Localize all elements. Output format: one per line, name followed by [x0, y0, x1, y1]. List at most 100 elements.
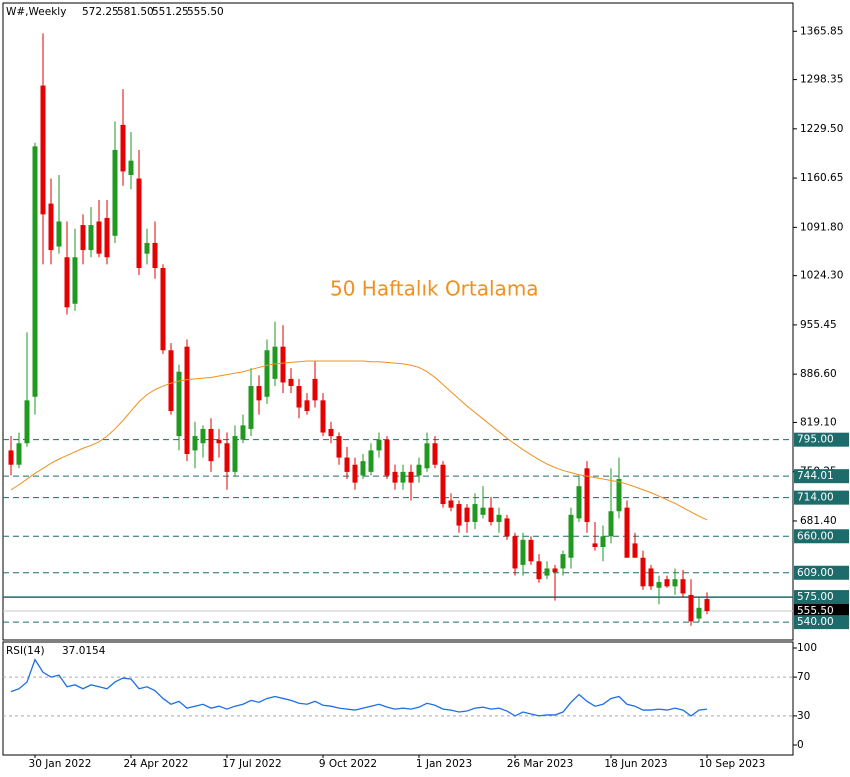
candle-body: [704, 599, 710, 612]
candle-body: [40, 85, 46, 215]
candle-body: [8, 450, 14, 465]
candle-body: [56, 221, 62, 247]
candle-body: [168, 350, 174, 412]
candle-body: [152, 242, 158, 268]
moving-average: [10, 360, 708, 521]
candle-body: [232, 436, 238, 472]
candle-body: [392, 471, 398, 483]
ohlc-low: 551.25: [152, 6, 189, 18]
candle-body: [160, 267, 166, 351]
candle-body: [688, 594, 694, 622]
rsi-name: RSI(14): [6, 645, 45, 657]
level-label-box: [794, 590, 849, 605]
candle-body: [568, 514, 574, 558]
level-label-box: [794, 604, 849, 619]
candle-body: [648, 568, 654, 587]
candle-body: [432, 443, 438, 465]
y-tick-label: 1365.85: [800, 25, 843, 37]
candle-body: [88, 225, 94, 251]
candle-body: [216, 439, 222, 444]
candle-body: [416, 464, 422, 476]
candle-body: [672, 579, 678, 587]
candle-body: [312, 378, 318, 401]
candle-body: [440, 464, 446, 505]
candle-body: [464, 507, 470, 522]
candle-body: [104, 217, 110, 258]
candle-body: [352, 464, 358, 483]
candle-body: [424, 443, 430, 469]
y-tick-label: 1229.50: [800, 123, 843, 135]
candle-body: [376, 439, 382, 451]
price-pane: [2, 2, 794, 641]
candle-body: [520, 539, 526, 565]
candle-body: [680, 579, 686, 594]
candle-body: [488, 507, 494, 522]
candle-body: [664, 579, 670, 587]
annotation: 50 Haftalık Ortalama: [330, 277, 539, 301]
candle-body: [32, 146, 38, 397]
ohlc-open: 572.25: [82, 6, 119, 18]
candle-body: [48, 203, 54, 251]
candle-body: [336, 436, 342, 458]
candle-body: [504, 518, 510, 537]
candle-body: [408, 471, 414, 483]
rsi-value: 37.0154: [62, 645, 106, 657]
candle-body: [624, 507, 630, 558]
candle-body: [136, 178, 142, 268]
candle-body: [304, 400, 310, 412]
candle-body: [368, 450, 374, 472]
candle-body: [328, 428, 334, 437]
y-tick-label: 70: [797, 671, 810, 683]
candle-body: [224, 443, 230, 472]
symbol: W#,Weekly: [6, 6, 66, 18]
candle-body: [112, 149, 118, 236]
candle-body: [584, 468, 590, 522]
candle-body: [544, 568, 550, 576]
level-label: 575.00: [797, 591, 834, 603]
candle-body: [120, 124, 126, 172]
y-tick-label: 955.45: [800, 319, 837, 331]
x-tick-label: 10 Sep 2023: [699, 758, 766, 770]
candle-body: [344, 457, 350, 472]
y-tick-label: 1024.30: [800, 270, 843, 282]
candle-body: [296, 386, 302, 408]
candle-body: [456, 504, 462, 526]
y-tick-label: 0: [797, 739, 804, 751]
candle-body: [480, 507, 486, 515]
candle-body: [536, 561, 542, 580]
x-tick-label: 30 Jan 2022: [29, 758, 92, 770]
candle-body: [200, 428, 206, 444]
ohlc-close: 555.50: [187, 6, 224, 18]
candle-body: [576, 486, 582, 519]
candle-body: [552, 568, 558, 573]
level-label: 540.00: [797, 616, 834, 628]
candle-body: [632, 543, 638, 558]
candle-body: [208, 428, 214, 462]
level-label-box: [794, 469, 849, 484]
y-tick-label: 100: [797, 642, 817, 654]
x-tick-label: 24 Apr 2022: [124, 758, 189, 770]
candle-body: [192, 436, 198, 451]
candle-body: [528, 539, 534, 562]
rsi-line: [10, 658, 708, 717]
rsi-pane: [2, 641, 794, 756]
candle-body: [512, 536, 518, 569]
candle-body: [656, 582, 662, 588]
candle-body: [264, 350, 270, 397]
x-tick-label: 26 Mar 2023: [507, 758, 574, 770]
level-label: 795.00: [797, 434, 834, 446]
candle-body: [560, 554, 566, 569]
level-label: 555.50: [797, 605, 834, 617]
candle-body: [384, 439, 390, 476]
level-label: 609.00: [797, 567, 834, 579]
x-tick-label: 18 Jun 2023: [604, 758, 667, 770]
candle-body: [24, 400, 30, 444]
candle-body: [248, 386, 254, 429]
y-tick-label: 1298.35: [800, 74, 843, 86]
candle-body: [448, 500, 454, 508]
candle-body: [360, 461, 366, 476]
candle-body: [288, 378, 294, 387]
y-tick-label: 1091.80: [800, 221, 843, 233]
level-label-box: [794, 615, 849, 630]
candle-body: [496, 514, 502, 522]
